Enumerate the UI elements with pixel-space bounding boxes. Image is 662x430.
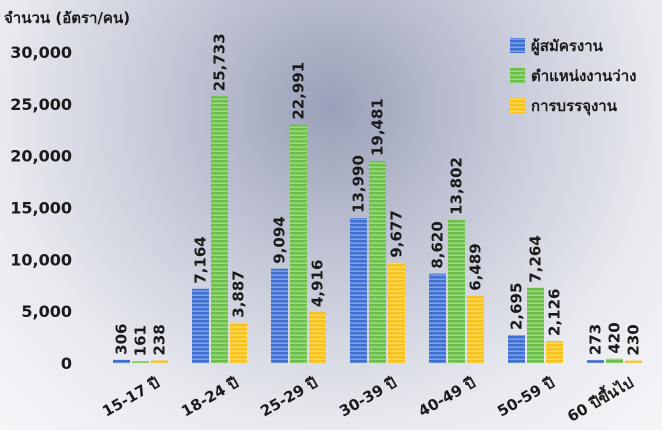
bar-value-label: 7,164 (192, 236, 210, 283)
bar (350, 217, 367, 363)
bar-value-label: 22,991 (290, 62, 308, 120)
bar (625, 360, 642, 363)
y-tick-label: 15,000 (10, 199, 72, 218)
legend-label: การบรรจุงาน (531, 97, 618, 116)
x-tick-label: 25-29 ปี (257, 374, 320, 421)
bar (429, 273, 446, 363)
bar-value-label: 7,264 (527, 235, 545, 282)
bar-value-label: 25,733 (211, 33, 229, 91)
bar-value-label: 2,695 (508, 283, 526, 330)
legend-label: ผู้สมัครงาน (531, 37, 604, 56)
x-tick-label: 15-17 ปี (99, 374, 162, 421)
bar-value-label: 161 (132, 325, 150, 356)
legend-swatch (510, 38, 525, 53)
bar (192, 288, 209, 363)
legend-swatch (510, 98, 525, 113)
bar (132, 361, 149, 363)
x-tick-label: 60 ปีขึ้นไป (563, 371, 637, 426)
bar (151, 360, 168, 363)
bar (448, 219, 465, 363)
bar-value-label: 238 (151, 324, 169, 355)
bar-value-label: 8,620 (429, 221, 447, 268)
bar-value-label: 2,126 (546, 289, 564, 336)
bar-value-label: 420 (606, 322, 624, 353)
x-tick-label: 40-49 ปี (415, 374, 478, 421)
bar-value-label: 273 (587, 324, 605, 355)
bar (309, 312, 326, 363)
bar-value-label: 19,481 (369, 98, 387, 156)
y-tick-label: 5,000 (21, 302, 72, 321)
bar-value-label: 6,489 (467, 243, 485, 290)
bar-value-label: 4,916 (309, 260, 327, 307)
legend-label: ตำแหน่งงานว่าง (531, 67, 636, 85)
bar (271, 268, 288, 363)
bar (290, 124, 307, 363)
bar (606, 358, 623, 363)
x-tick-label: 50-59 ปี (494, 374, 557, 421)
bar (587, 360, 604, 363)
y-tick-label: 30,000 (10, 43, 72, 62)
bar (230, 322, 247, 363)
bar-value-label: 13,990 (350, 155, 368, 213)
bar-value-label: 9,677 (388, 210, 406, 257)
bar (546, 340, 563, 363)
x-tick-label: 18-24 ปี (178, 374, 241, 421)
bar-value-label: 3,887 (230, 270, 248, 317)
y-tick-label: 25,000 (10, 95, 72, 114)
bar (369, 161, 386, 363)
bar-value-label: 230 (625, 324, 643, 355)
bar (527, 287, 544, 363)
y-tick-label: 0 (61, 354, 72, 373)
bar-value-label: 9,094 (271, 216, 289, 263)
legend-swatch (510, 68, 525, 83)
y-tick-label: 20,000 (10, 147, 72, 166)
bar (113, 359, 130, 363)
bar (508, 335, 525, 363)
bar (388, 262, 405, 363)
bar-value-label: 13,802 (448, 157, 466, 215)
bar (211, 96, 228, 364)
y-tick-label: 10,000 (10, 250, 72, 269)
y-axis-label: จำนวน (อัตรา/คน) (4, 9, 130, 27)
x-tick-label: 30-39 ปี (336, 374, 399, 421)
bar-value-label: 306 (113, 324, 131, 355)
bar (467, 295, 484, 363)
